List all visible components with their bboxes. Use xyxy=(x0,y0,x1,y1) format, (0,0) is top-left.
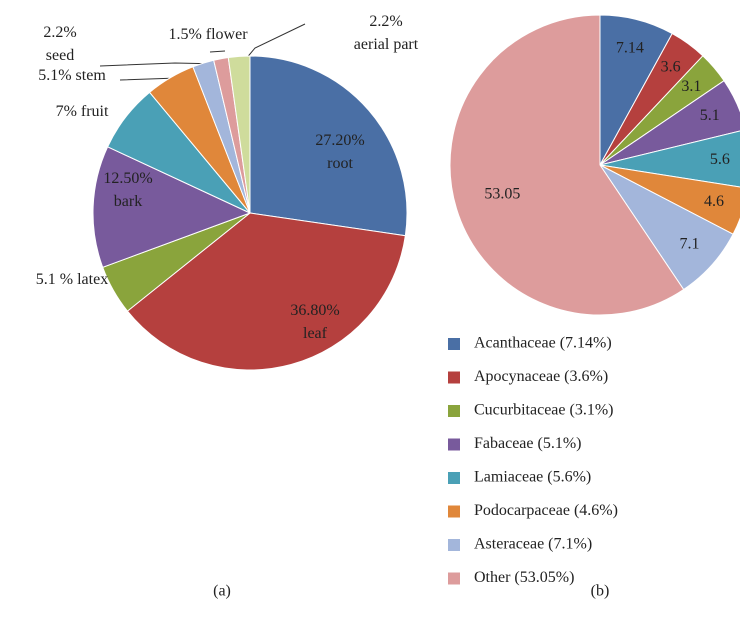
data-label: 27.20% root xyxy=(315,132,364,172)
legend-label: Podocarpaceae (4.6%) xyxy=(474,502,618,519)
data-label: 5.1 xyxy=(700,107,720,124)
data-label: 5.1 % latex xyxy=(36,271,108,288)
value-label: 5.1 % xyxy=(36,271,73,288)
value-label: 1.5% xyxy=(168,26,201,43)
legend-swatch xyxy=(448,371,460,384)
category-label: stem xyxy=(76,67,107,84)
category-label: latex xyxy=(77,271,108,288)
data-label: 4.6 xyxy=(704,193,724,210)
legend-swatch xyxy=(448,338,460,350)
legend-label: Other (53.05%) xyxy=(474,569,574,586)
data-label: 36.80% leaf xyxy=(290,302,339,342)
pie-slice xyxy=(92,146,252,268)
data-label: 53.05 xyxy=(484,185,520,202)
category-label: seed xyxy=(46,47,74,64)
data-label: 7.1 xyxy=(679,236,699,253)
value-label: 12.50% xyxy=(103,170,152,187)
category-label: flower xyxy=(206,26,248,43)
legend-swatch xyxy=(448,539,460,551)
category-label: leaf xyxy=(303,325,328,342)
legend-label: Lamiaceae (5.6%) xyxy=(474,469,591,486)
leader-line xyxy=(244,23,306,61)
legend-swatch xyxy=(448,505,460,518)
leader-line xyxy=(209,50,226,53)
value-label: 2.2% xyxy=(43,24,76,41)
value-label: 7% xyxy=(56,103,77,120)
data-label: 7% fruit xyxy=(56,103,109,120)
pie-slice xyxy=(599,79,740,166)
legend-swatch xyxy=(448,438,460,451)
legend-label: Apocynaceae (3.6%) xyxy=(474,368,608,385)
category-label: bark xyxy=(114,193,142,210)
data-label: 5.6 xyxy=(710,151,730,168)
legend-swatch xyxy=(448,405,460,417)
data-label: 7.14 xyxy=(616,39,644,56)
caption: (a) xyxy=(213,583,231,600)
value-label: 5.1% xyxy=(38,67,71,84)
pie-slice xyxy=(126,212,406,371)
legend-swatch xyxy=(448,572,460,585)
pie-slice xyxy=(227,55,251,214)
value-label: 27.20% xyxy=(315,132,364,149)
data-label: 3.6 xyxy=(661,59,681,76)
value-label: 36.80% xyxy=(290,302,339,319)
pie-slice xyxy=(449,14,685,316)
legend-label: Fabaceae (5.1%) xyxy=(474,435,582,452)
legend-label: Cucurbitaceae (3.1%) xyxy=(474,402,613,419)
data-label: 12.50% bark xyxy=(103,170,152,210)
pie-slice xyxy=(249,55,408,237)
data-label: 2.2% seed xyxy=(43,24,76,64)
data-label: 1.5% flower xyxy=(168,26,248,43)
data-label: 3.1 xyxy=(681,78,701,95)
data-label: 5.1% stem xyxy=(38,67,106,84)
category-label: root xyxy=(327,155,353,172)
legend-label: Acanthaceae (7.14%) xyxy=(474,335,612,352)
category-label: aerial part xyxy=(354,36,419,53)
data-label: 2.2% aerial part xyxy=(354,13,419,53)
legend-swatch xyxy=(448,472,460,484)
category-label: fruit xyxy=(81,103,109,120)
caption: (b) xyxy=(591,583,610,600)
pie-slice xyxy=(599,130,740,188)
legend-label: Asteraceae (7.1%) xyxy=(474,536,592,553)
value-label: 2.2% xyxy=(369,13,402,30)
